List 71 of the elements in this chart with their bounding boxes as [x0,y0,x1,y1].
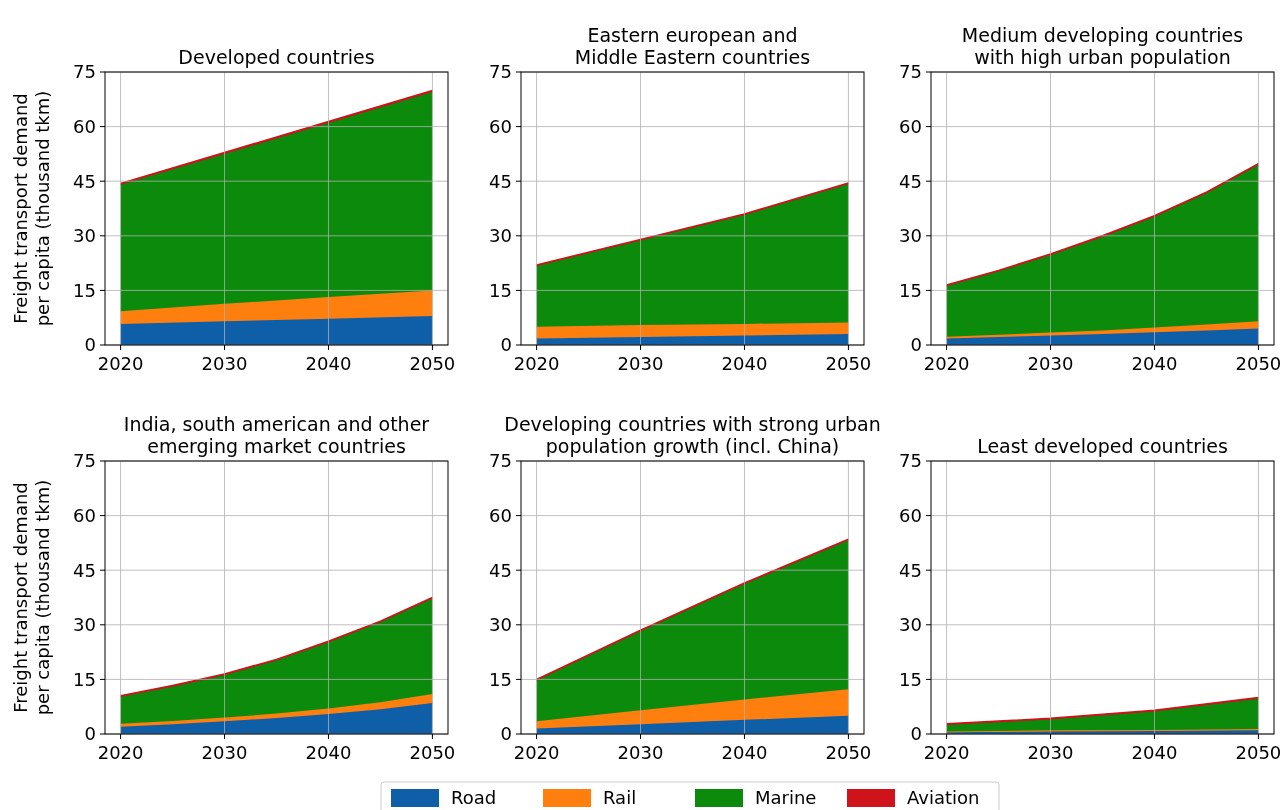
x-tick-label: 2020 [97,742,144,763]
x-tick-label: 2020 [97,353,144,374]
y-tick-label: 0 [84,723,96,745]
legend-label: Marine [755,787,817,808]
y-tick-label: 30 [899,225,922,247]
y-tick-label: 0 [84,334,96,356]
x-tick-label: 2040 [1131,353,1178,374]
y-tick-label: 45 [73,559,96,581]
legend-label: Road [451,787,497,808]
x-tick-label: 2050 [1235,742,1282,763]
y-tick-label: 0 [500,723,512,745]
y-tick-label: 15 [489,279,512,301]
x-tick-label: 2050 [1235,353,1282,374]
x-tick-label: 2020 [923,353,970,374]
x-tick-label: 2040 [721,742,768,763]
y-tick-label: 60 [899,504,922,526]
y-tick-label: 30 [73,614,96,636]
x-tick-label: 2030 [201,353,248,374]
legend-label: Aviation [907,787,980,808]
y-tick-label: 15 [899,279,922,301]
y-tick-label: 75 [489,450,512,472]
chart-title: Developed countries [178,46,375,68]
y-tick-label: 30 [73,225,96,247]
x-tick-label: 2020 [513,742,560,763]
y-tick-label: 60 [489,115,512,137]
y-tick-label: 45 [489,559,512,581]
y-tick-label: 45 [899,170,922,192]
y-tick-label: 60 [73,504,96,526]
y-tick-label: 0 [910,723,922,745]
y-tick-label: 15 [73,668,96,690]
y-tick-label: 75 [899,450,922,472]
y-axis-title: Freight transport demand per capita (thousand tkm) [10,479,53,716]
chart-title: Eastern european and Middle Eastern countries [574,24,811,68]
x-tick-label: 2050 [825,742,872,763]
chart-title: Medium developing countries with high urban population [961,24,1244,68]
y-tick-label: 60 [489,504,512,526]
y-tick-label: 45 [899,559,922,581]
x-tick-label: 2040 [1131,742,1178,763]
x-tick-label: 2040 [305,353,352,374]
y-tick-label: 0 [910,334,922,356]
y-tick-label: 15 [899,668,922,690]
y-tick-label: 30 [489,225,512,247]
y-tick-label: 45 [489,170,512,192]
x-tick-label: 2040 [721,353,768,374]
y-tick-label: 60 [899,115,922,137]
chart-title: India, south american and other emerging market countries [123,413,430,457]
x-tick-label: 2030 [1027,353,1074,374]
y-axis-title: Freight transport demand per capita (thousand tkm) [10,90,53,327]
y-tick-label: 45 [73,170,96,192]
x-tick-label: 2050 [409,353,456,374]
x-tick-label: 2050 [409,742,456,763]
x-tick-label: 2050 [825,353,872,374]
y-tick-label: 30 [899,614,922,636]
y-tick-label: 75 [489,61,512,83]
legend-label: Rail [603,787,637,808]
y-tick-label: 30 [489,614,512,636]
y-tick-label: 15 [73,279,96,301]
x-tick-label: 2030 [617,353,664,374]
x-tick-label: 2030 [1027,742,1074,763]
y-tick-label: 60 [73,115,96,137]
x-tick-label: 2020 [513,353,560,374]
chart-title: Least developed countries [977,435,1228,457]
x-tick-label: 2030 [617,742,664,763]
y-tick-label: 0 [500,334,512,356]
y-tick-label: 75 [899,61,922,83]
x-tick-label: 2020 [923,742,970,763]
x-tick-label: 2030 [201,742,248,763]
y-tick-label: 15 [489,668,512,690]
y-tick-label: 75 [73,450,96,472]
y-tick-label: 75 [73,61,96,83]
x-tick-label: 2040 [305,742,352,763]
